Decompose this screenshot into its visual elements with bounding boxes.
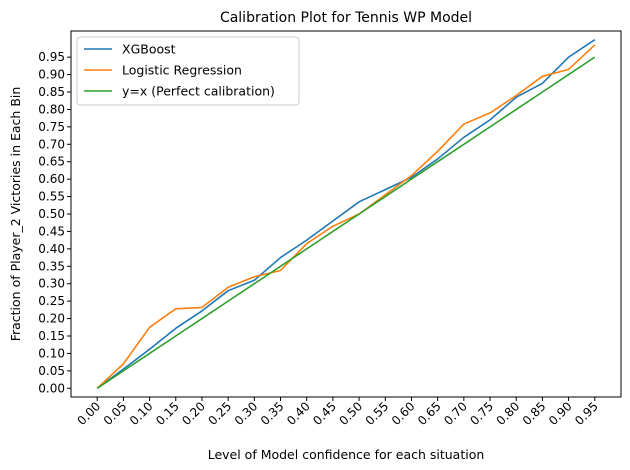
y-tick-label: 0.90 [38,68,65,82]
y-axis-ticks: 0.00 0.05 0.10 0.15 0.20 0.25 0.30 0.35 0.40 0.45… [38,50,71,395]
x-tick-label: 0.55 [363,399,392,428]
y-tick-label: 0.20 [38,312,65,326]
y-tick-label: 0.85 [38,85,65,99]
y-tick-label: 0.55 [38,190,65,204]
x-tick-label: 0.70 [441,399,470,428]
series-line-1 [96,44,596,389]
y-tick-label: 0.95 [38,50,65,64]
x-tick-label: 0.15 [153,399,182,428]
y-axis-label: Fraction of Player_2 Victories in Each B… [8,87,23,342]
x-tick-label: 0.40 [284,399,313,428]
y-tick-label: 0.70 [38,137,65,151]
y-tick-label: 0.05 [38,364,65,378]
y-tick-label: 0.45 [38,224,65,238]
y-tick-label: 0.40 [38,242,65,256]
x-tick-label: 0.10 [127,399,156,428]
x-tick-label: 0.05 [101,399,130,428]
x-tick-label: 0.90 [546,399,575,428]
series-line-0 [96,39,596,389]
x-axis-ticks: 0.000.050.100.150.200.250.300.350.400.45… [75,397,601,428]
x-tick-label: 0.85 [520,399,549,428]
x-tick-label: 0.25 [205,399,234,428]
x-tick-label: 0.30 [232,399,261,428]
x-tick-label: 0.35 [258,399,287,428]
y-tick-label: 0.10 [38,346,65,360]
x-tick-label: 0.00 [75,399,104,428]
x-tick-label: 0.80 [494,399,523,428]
y-tick-label: 0.25 [38,294,65,308]
legend: XGBoost Logistic Regression y=x (Perfect c… [76,36,300,106]
y-tick-label: 0.15 [38,329,65,343]
legend-box [76,36,300,106]
x-tick-label: 0.50 [336,399,365,428]
y-tick-label: 0.65 [38,155,65,169]
legend-label-2: y=x (Perfect calibration) [122,84,275,99]
y-tick-label: 0.35 [38,259,65,273]
y-tick-label: 0.00 [38,381,65,395]
x-tick-label: 0.95 [572,399,601,428]
series-line-2 [96,56,596,389]
y-tick-label: 0.30 [38,277,65,291]
legend-label-0: XGBoost [122,42,176,57]
x-tick-label: 0.20 [179,399,208,428]
x-tick-label: 0.60 [389,399,418,428]
y-tick-label: 0.75 [38,120,65,134]
series-lines [96,39,596,389]
y-tick-label: 0.80 [38,102,65,116]
y-tick-label: 0.50 [38,207,65,221]
x-tick-label: 0.75 [467,399,496,428]
x-axis-label: Level of Model confidence for each situa… [208,447,485,462]
legend-label-1: Logistic Regression [122,63,242,78]
x-tick-label: 0.65 [415,399,444,428]
x-tick-label: 0.45 [310,399,339,428]
chart-title: Calibration Plot for Tennis WP Model [220,10,472,26]
y-tick-label: 0.60 [38,172,65,186]
